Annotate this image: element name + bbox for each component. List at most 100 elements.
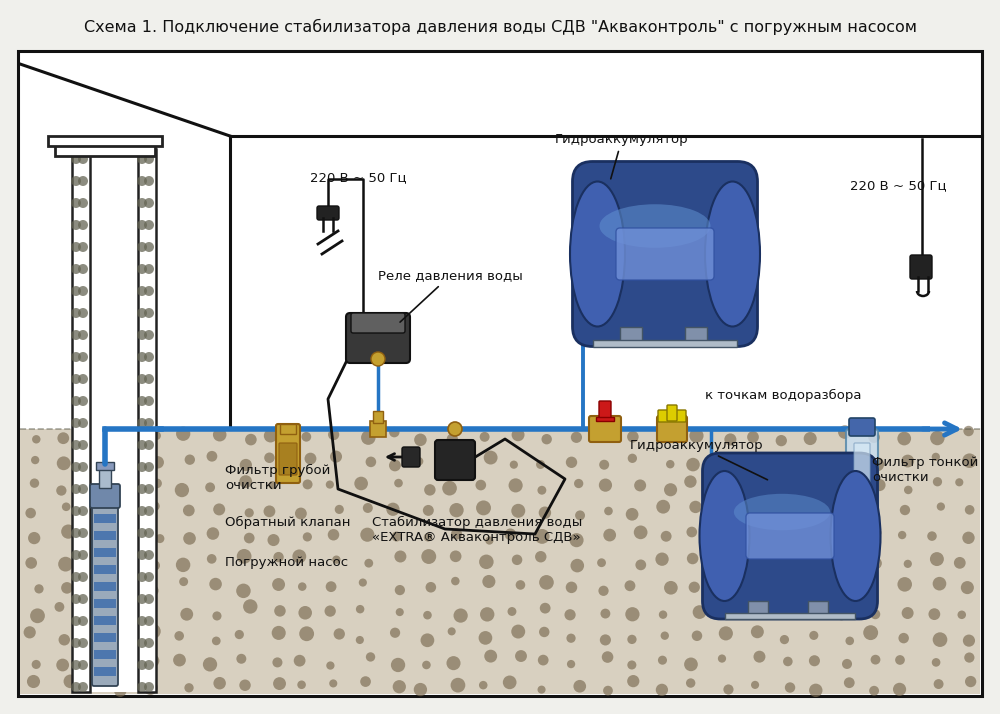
Circle shape [421,549,436,564]
Circle shape [115,526,127,538]
Bar [55,144,155,156]
Circle shape [870,457,884,471]
Circle shape [207,451,217,462]
Circle shape [137,242,147,252]
Circle shape [567,660,575,668]
Circle shape [61,582,73,594]
Circle shape [627,675,639,688]
Circle shape [137,484,147,494]
Text: Обратный клапан: Обратный клапан [225,516,351,529]
Circle shape [421,633,434,647]
Circle shape [55,602,64,612]
Circle shape [329,680,337,688]
Circle shape [844,558,854,568]
Circle shape [239,680,251,691]
Circle shape [137,330,147,340]
Circle shape [536,460,545,469]
FancyBboxPatch shape [746,513,834,559]
Circle shape [716,482,730,496]
Circle shape [137,154,147,164]
Circle shape [837,611,846,620]
Circle shape [802,483,816,497]
Circle shape [295,508,307,519]
Circle shape [451,678,465,693]
FancyBboxPatch shape [435,440,475,480]
Circle shape [661,631,669,640]
Circle shape [78,154,88,164]
Circle shape [292,550,306,563]
Circle shape [303,533,312,541]
Circle shape [809,683,822,697]
Circle shape [144,638,154,648]
Circle shape [414,683,427,696]
Circle shape [335,505,344,514]
Circle shape [454,456,466,468]
Circle shape [598,585,609,596]
Circle shape [240,459,252,471]
Circle shape [328,529,339,540]
Bar [94,531,116,540]
Circle shape [689,501,702,513]
Circle shape [870,558,882,569]
Circle shape [451,528,462,540]
Circle shape [207,527,219,540]
Circle shape [450,550,461,562]
Circle shape [684,658,698,671]
Circle shape [116,654,130,668]
Circle shape [508,607,516,616]
FancyBboxPatch shape [667,405,677,421]
Circle shape [137,638,147,648]
Circle shape [664,581,678,595]
Circle shape [207,554,217,564]
Circle shape [540,603,551,613]
Circle shape [395,585,405,595]
Circle shape [137,594,147,604]
Circle shape [934,679,944,689]
Circle shape [91,501,102,513]
Circle shape [78,264,88,274]
Bar [72,149,90,692]
Circle shape [930,552,944,566]
Bar [99,466,111,488]
Circle shape [574,479,583,488]
Circle shape [515,650,527,662]
Circle shape [933,577,946,590]
Circle shape [78,660,88,670]
Bar [96,462,114,470]
Text: Погружной насос: Погружной насос [225,556,348,569]
Circle shape [71,506,81,516]
Circle shape [114,575,128,588]
Circle shape [722,506,732,516]
Circle shape [83,626,96,639]
Bar [808,601,828,614]
Circle shape [480,607,494,622]
Circle shape [390,628,400,638]
Circle shape [723,685,734,695]
Circle shape [137,682,147,692]
Circle shape [86,583,100,597]
Bar [748,601,768,614]
FancyBboxPatch shape [589,416,621,442]
Circle shape [689,428,704,443]
Circle shape [78,352,88,362]
Circle shape [538,655,549,665]
Circle shape [71,682,81,692]
Circle shape [326,481,334,488]
Circle shape [125,453,133,461]
Circle shape [724,560,733,569]
Bar [280,424,296,434]
Circle shape [599,478,612,492]
Circle shape [872,528,882,538]
Circle shape [203,658,217,672]
FancyBboxPatch shape [849,418,875,436]
Circle shape [634,479,646,491]
Circle shape [78,242,88,252]
Circle shape [144,242,154,252]
Circle shape [244,533,255,543]
Circle shape [274,605,286,617]
Bar [20,429,980,694]
Circle shape [394,550,406,563]
Circle shape [753,650,765,663]
Circle shape [78,638,88,648]
Circle shape [719,626,733,640]
